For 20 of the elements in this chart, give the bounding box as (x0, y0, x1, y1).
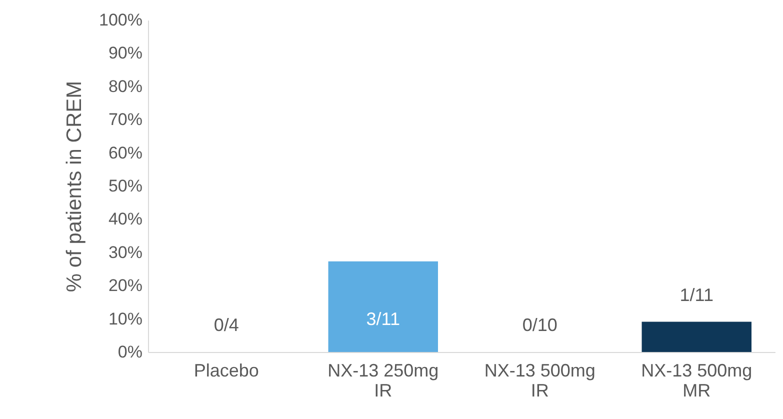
y-tick-label: 60% (108, 143, 142, 162)
x-tick-label: NX-13 250mg IR (328, 360, 439, 400)
y-tick-label: 20% (108, 276, 142, 296)
y-tick-label: 10% (108, 309, 142, 328)
y-tick-label: 0% (118, 342, 142, 362)
data-label: 1/11 (680, 284, 714, 305)
y-tick-label: 40% (108, 210, 142, 229)
y-tick-label: 70% (108, 110, 142, 130)
data-label: 0/10 (522, 315, 558, 335)
y-tick-label: 80% (108, 76, 142, 96)
x-tick-label: Placebo (194, 360, 259, 380)
x-tick-label: NX-13 500mg MR (641, 360, 752, 400)
y-axis-title: % of patients in CREM (63, 80, 86, 292)
y-tick-label: 50% (108, 176, 142, 196)
data-label: 3/11 (366, 309, 400, 329)
y-tick-label: 90% (108, 44, 142, 63)
y-tick-label: 100% (99, 10, 142, 30)
y-tick-label: 30% (108, 242, 142, 262)
x-tick-label: NX-13 500mg IR (484, 360, 596, 400)
data-label: 0/4 (214, 315, 239, 335)
